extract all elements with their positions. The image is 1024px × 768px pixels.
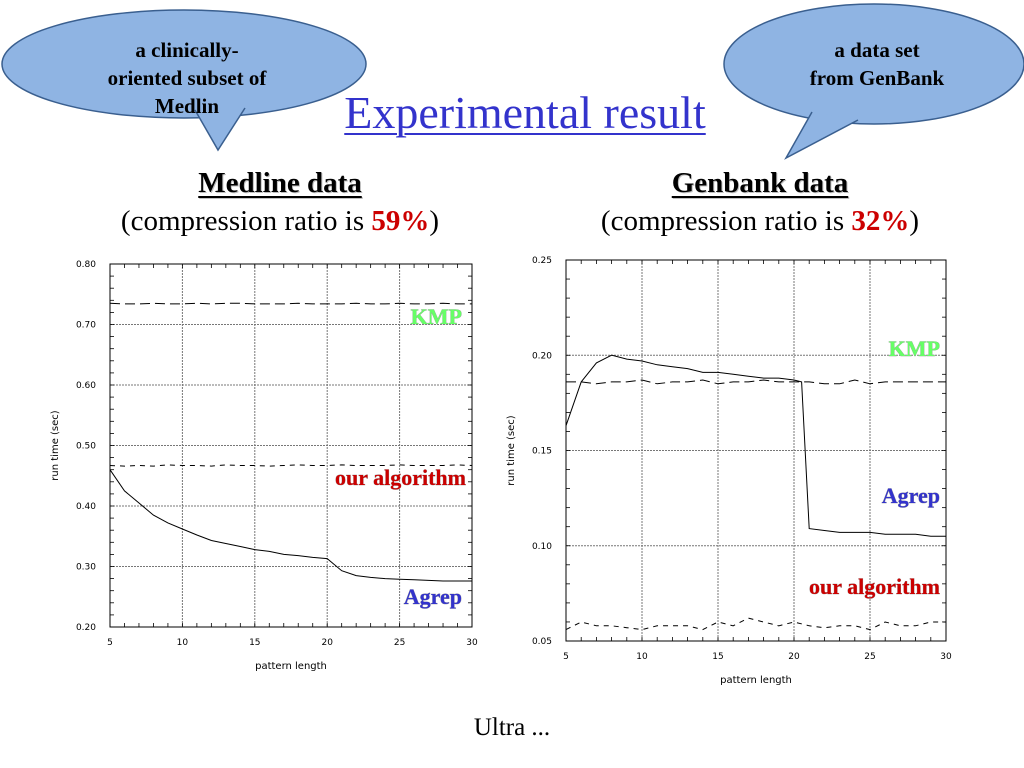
slide-title: Experimental result [344,87,706,138]
x-tick-label: 15 [249,638,260,648]
y-tick-label: 0.50 [76,442,96,452]
panel-header-genbank: Genbank data (compression ratio is 32%) [540,164,980,240]
x-tick-label: 20 [788,652,800,662]
y-tick-label: 0.30 [76,563,96,573]
x-tick-label: 25 [394,638,405,648]
x-tick-label: 20 [321,638,333,648]
panel-subtitle-medline: (compression ratio is 59%) [60,202,500,240]
series-label-kmp: KMP [411,304,462,329]
footer-text: Ultra ... [473,714,551,741]
y-tick-label: 0.10 [532,542,552,552]
y-tick-label: 0.70 [76,321,96,331]
series-line-kmp [566,379,946,385]
ratio-prefix: (compression ratio is [120,205,372,237]
callout-left-line: Medlin [154,94,220,118]
y-tick-label: 0.80 [76,260,96,270]
y-axis-label: run time (sec) [50,410,61,480]
ratio-prefix: (compression ratio is [600,205,852,237]
callout-right-line: from GenBank [809,66,945,90]
series-label-kmp: KMP [889,336,940,361]
series-label-our-algorithm: our algorithm [335,465,466,490]
x-tick-label: 15 [712,652,723,662]
y-tick-label: 0.15 [532,447,552,457]
ratio-suffix: ) [909,205,920,237]
series-label-agrep: Agrep [404,584,462,609]
series-line-our-algorithm [109,464,473,467]
y-tick-label: 0.25 [532,256,552,266]
y-tick-label: 0.05 [532,637,552,647]
series-label-our-algorithm: our algorithm [809,574,940,599]
x-tick-label: 30 [940,652,952,662]
series-line-agrep [565,354,946,537]
x-axis-label: pattern length [255,661,327,672]
x-axis-label: pattern length [720,675,792,686]
series-label-agrep: Agrep [882,483,940,508]
callout-right-line: a data set [834,38,920,62]
panel-title-genbank: Genbank data [671,167,849,199]
callout-left-line: oriented subset of [107,66,267,90]
x-tick-label: 10 [636,652,648,662]
y-tick-label: 0.40 [76,502,96,512]
x-tick-label: 5 [107,638,113,648]
callout-left [1,9,367,152]
callout-left-text: a clinically- oriented subset of Medlin [52,36,322,120]
callout-right-text: a data set from GenBank [742,36,1012,92]
series-line-agrep [109,469,472,582]
series-line-kmp [109,302,472,305]
callout-right [723,3,1024,160]
y-tick-label: 0.20 [532,351,552,361]
y-axis-label: run time (sec) [506,415,517,485]
x-tick-label: 5 [563,652,569,662]
panel-subtitle-genbank: (compression ratio is 32%) [540,202,980,240]
ratio-suffix: ) [429,205,440,237]
x-tick-label: 30 [466,638,478,648]
y-tick-label: 0.60 [76,381,96,391]
ratio-value-genbank: 32% [851,205,910,237]
panel-title-medline: Medline data [198,167,362,199]
y-tick-label: 0.20 [76,623,96,633]
ratio-value-medline: 59% [371,205,430,237]
x-tick-label: 10 [177,638,189,648]
callout-left-line: a clinically- [135,38,239,62]
panel-header-medline: Medline data (compression ratio is 59%) [60,164,500,240]
x-tick-label: 25 [864,652,875,662]
